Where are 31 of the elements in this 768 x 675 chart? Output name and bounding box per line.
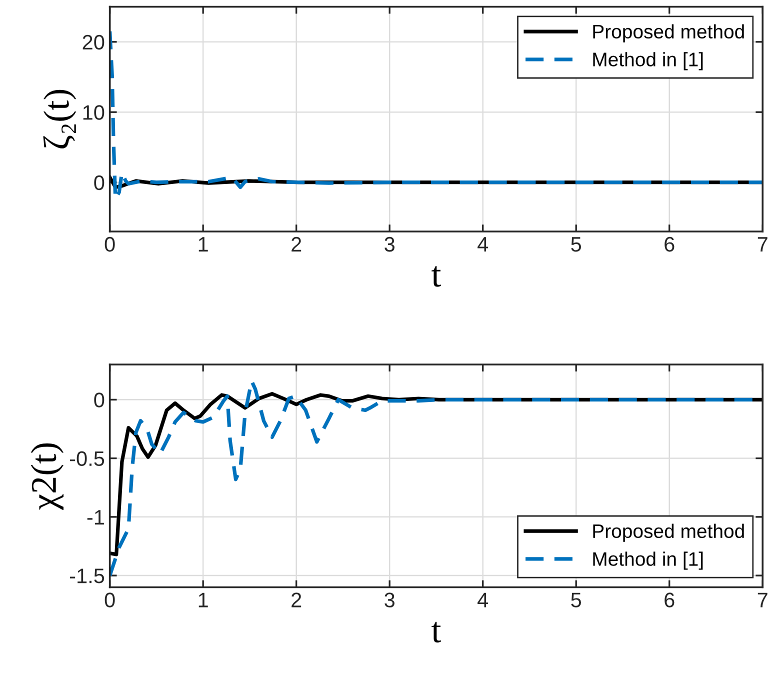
- y-tick-label: 0: [94, 392, 104, 408]
- x-tick-label: 2: [292, 592, 302, 608]
- x-tick-label: 6: [664, 592, 674, 608]
- x-tick-label: 3: [384, 236, 394, 252]
- y-tick-label: 10: [83, 105, 104, 120]
- y-tick-label: -0.5: [70, 451, 104, 466]
- legend-label: Method in [1]: [593, 552, 703, 570]
- y-tick-label: -1: [87, 510, 104, 524]
- x-axis-title: t: [432, 622, 442, 642]
- x-tick-label: 0: [104, 592, 115, 608]
- y-tick-label: -1.5: [70, 568, 104, 584]
- x-tick-label: 4: [478, 237, 488, 252]
- x-tick-label: 4: [478, 592, 488, 608]
- x-tick-label: 1: [198, 237, 208, 252]
- legend-label: Method in [1]: [593, 52, 703, 70]
- legend-label: Proposed method: [593, 524, 744, 542]
- x-tick-label: 5: [571, 592, 582, 608]
- x-tick-label: 7: [758, 592, 768, 608]
- x-tick-label: 6: [664, 236, 674, 252]
- y-axis-title: ζ₂(t): [43, 90, 76, 148]
- x-tick-label: 3: [384, 592, 394, 608]
- y-tick-label: 0: [94, 175, 104, 190]
- x-axis-title: t: [432, 266, 442, 287]
- x-tick-label: 1: [198, 592, 208, 608]
- legend-label: Proposed method: [593, 24, 744, 42]
- y-axis-title: χ2(t): [30, 443, 64, 510]
- x-tick-label: 0: [104, 236, 115, 252]
- y-tick-label: 20: [82, 34, 104, 50]
- x-tick-label: 2: [292, 236, 302, 252]
- x-tick-label: 7: [758, 237, 768, 252]
- x-tick-label: 5: [571, 237, 582, 252]
